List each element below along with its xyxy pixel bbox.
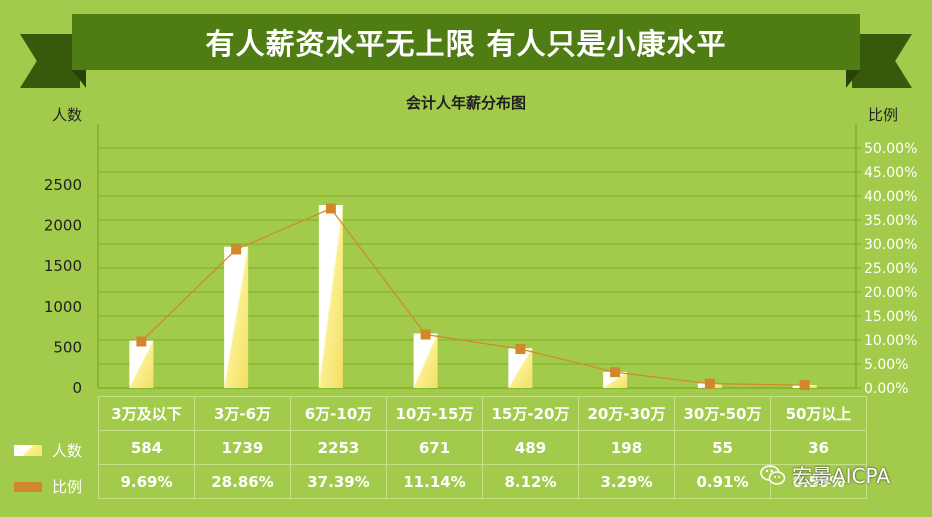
table-cell-count: 489 xyxy=(482,430,579,465)
y-tick-label-right: 15.00% xyxy=(864,309,917,325)
y-tick-label-right: 10.00% xyxy=(864,333,917,349)
ratio-marker xyxy=(610,367,621,378)
y-tick-label-right: 25.00% xyxy=(864,261,917,277)
bar xyxy=(129,340,154,388)
table-cell-ratio: 0.59% xyxy=(770,464,867,499)
bar xyxy=(603,371,628,388)
y-tick-label-left: 1500 xyxy=(44,257,82,275)
table-cell-ratio: 11.14% xyxy=(386,464,483,499)
ratio-marker xyxy=(704,378,715,389)
ratio-marker xyxy=(515,344,526,355)
y-tick-label-right: 0.00% xyxy=(864,381,908,397)
y-axis-left-label: 人数 xyxy=(52,106,83,124)
table-cell-count: 36 xyxy=(770,430,867,465)
table-cell-count: 2253 xyxy=(290,430,387,465)
table-cell-ratio: 8.12% xyxy=(482,464,579,499)
bar xyxy=(508,348,533,388)
y-tick-label-left: 0 xyxy=(72,379,82,397)
table-cell-count: 1739 xyxy=(194,430,291,465)
table-cell-ratio: 0.91% xyxy=(674,464,771,499)
y-tick-label-left: 1000 xyxy=(44,298,82,316)
table-cell-count: 198 xyxy=(578,430,675,465)
table-cell-category: 10万-15万 xyxy=(386,396,483,431)
chart-title: 会计人年薪分布图 xyxy=(405,94,526,112)
bar xyxy=(318,204,343,388)
banner-title: 有人薪资水平无上限 有人只是小康水平 xyxy=(205,27,727,61)
table-cell-ratio: 3.29% xyxy=(578,464,675,499)
y-tick-label-right: 20.00% xyxy=(864,285,917,301)
table-cell-category: 20万-30万 xyxy=(578,396,675,431)
y-axis-right-label: 比例 xyxy=(868,106,899,124)
y-tick-label-left: 500 xyxy=(53,338,82,356)
legend-swatch-line xyxy=(14,481,42,492)
y-tick-label-right: 30.00% xyxy=(864,237,917,253)
wechat-icon xyxy=(760,464,786,485)
watermark: 宏景AICPA xyxy=(760,460,890,489)
data-table: 3万及以下 3万-6万 6万-10万 10万-15万 15万-20万 20万-30万 30万… xyxy=(98,396,867,499)
legend-label-ratio: 比例 xyxy=(52,478,83,496)
y-tick-label-right: 50.00% xyxy=(864,141,917,157)
ratio-marker xyxy=(325,203,336,214)
legend-swatch-bar xyxy=(14,445,42,456)
table-cell-category: 50万以上 xyxy=(770,396,867,431)
table-cell-ratio: 37.39% xyxy=(290,464,387,499)
ratio-marker xyxy=(231,244,242,255)
ratio-line xyxy=(140,207,805,386)
table-cell-category: 3万-6万 xyxy=(194,396,291,431)
table-cell-count: 584 xyxy=(98,430,195,465)
bar xyxy=(224,246,249,388)
table-cell-category: 3万及以下 xyxy=(98,396,195,431)
table-cell-category: 6万-10万 xyxy=(290,396,387,431)
table-cell-count: 55 xyxy=(674,430,771,465)
y-tick-label-right: 45.00% xyxy=(864,165,917,181)
title-banner: 有人薪资水平无上限 有人只是小康水平 xyxy=(72,14,860,70)
y-tick-label-left: 2000 xyxy=(44,217,82,235)
legend-item-ratio: 比例 xyxy=(14,476,82,497)
y-tick-label-right: 35.00% xyxy=(864,213,917,229)
legend-item-count: 人数 xyxy=(14,440,82,461)
ratio-marker xyxy=(420,329,431,340)
y-tick-label-right: 40.00% xyxy=(864,189,917,205)
table-cell-count: 671 xyxy=(386,430,483,465)
bar xyxy=(413,333,438,388)
y-tick-label-right: 5.00% xyxy=(864,357,908,373)
y-tick-label-left: 2500 xyxy=(44,176,82,194)
ratio-marker xyxy=(799,380,810,391)
table-cell-category: 15万-20万 xyxy=(482,396,579,431)
table-cell-category: 30万-50万 xyxy=(674,396,771,431)
table-cell-ratio: 28.86% xyxy=(194,464,291,499)
legend-label-count: 人数 xyxy=(52,442,83,460)
ratio-marker xyxy=(136,336,147,347)
table-cell-ratio: 9.69% xyxy=(98,464,195,499)
watermark-text: 宏景AICPA xyxy=(792,464,891,488)
